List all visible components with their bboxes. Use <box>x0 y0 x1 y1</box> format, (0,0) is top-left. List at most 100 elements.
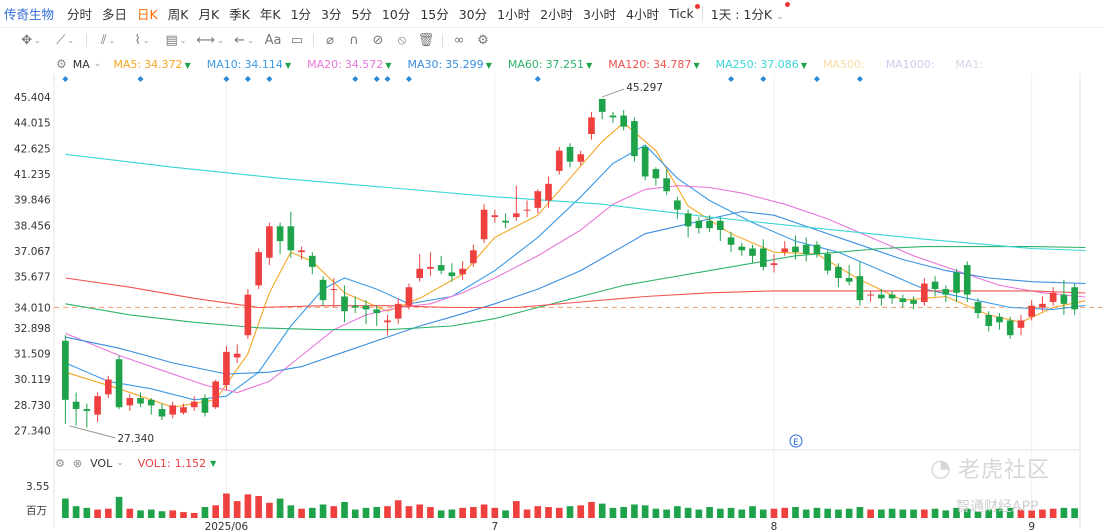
earnings-event-icon[interactable] <box>789 434 803 448</box>
candle-body[interactable] <box>244 294 252 336</box>
volume-bar[interactable] <box>233 501 241 518</box>
volume-bar[interactable] <box>384 506 391 518</box>
volume-bar[interactable] <box>931 508 939 518</box>
volume-bar[interactable] <box>706 507 713 518</box>
volume-bar[interactable] <box>341 501 348 518</box>
candle-body[interactable] <box>845 278 853 282</box>
candle-body[interactable] <box>308 255 316 267</box>
volume-bar[interactable] <box>620 507 628 518</box>
volume-bar[interactable] <box>555 507 563 518</box>
candle-body[interactable] <box>802 244 810 254</box>
volume-bar[interactable] <box>512 501 520 518</box>
lock-icon[interactable]: ⊘ <box>366 30 390 50</box>
candle-body[interactable] <box>137 398 144 404</box>
candle-body[interactable] <box>287 226 295 251</box>
volume-bar[interactable] <box>83 507 91 518</box>
candle-body[interactable] <box>1060 294 1068 304</box>
volume-bar[interactable] <box>298 508 305 518</box>
volume-bar[interactable] <box>770 508 778 518</box>
volume-bar[interactable] <box>534 506 542 518</box>
volume-bar[interactable] <box>394 500 402 518</box>
volume-bar[interactable] <box>201 507 209 518</box>
candle-body[interactable] <box>523 209 531 211</box>
link-icon[interactable]: ∞ <box>447 30 471 50</box>
volume-bar[interactable] <box>974 511 982 518</box>
candle-body[interactable] <box>126 398 134 406</box>
candle-body[interactable] <box>459 268 466 275</box>
volume-bar[interactable] <box>502 510 509 518</box>
period-tab[interactable]: 30分 <box>458 7 488 22</box>
volume-bar[interactable] <box>835 509 842 518</box>
period-tab[interactable]: 季K <box>229 7 250 22</box>
stock-name-link[interactable]: 传奇生物 <box>4 7 55 22</box>
candle-body[interactable] <box>792 246 799 253</box>
volume-bar[interactable] <box>738 509 746 518</box>
candle-body[interactable] <box>147 399 155 406</box>
channel-draw-icon[interactable]: ⫽ ⌄ <box>91 30 125 50</box>
period-tab[interactable]: 3小时 <box>583 7 616 22</box>
volume-bar[interactable] <box>910 509 917 518</box>
volume-bar[interactable] <box>147 509 155 518</box>
volume-bar[interactable] <box>427 507 434 518</box>
event-marker-icon[interactable] <box>266 76 273 82</box>
arrow-draw-icon[interactable]: ← ⌄ <box>227 30 261 50</box>
volume-bar[interactable] <box>158 511 166 518</box>
candle-body[interactable] <box>115 359 123 408</box>
volume-bar[interactable] <box>491 507 499 518</box>
candle-body[interactable] <box>276 226 284 242</box>
volume-bar[interactable] <box>480 504 488 518</box>
volume-bar[interactable] <box>115 496 123 518</box>
volume-bar[interactable] <box>448 509 456 518</box>
candle-body[interactable] <box>716 220 724 230</box>
volume-bar[interactable] <box>577 505 585 518</box>
candle-body[interactable] <box>1028 305 1036 317</box>
volume-bar[interactable] <box>169 510 177 518</box>
candle-body[interactable] <box>910 300 917 304</box>
volume-bar[interactable] <box>1049 508 1057 518</box>
candle-body[interactable] <box>1039 303 1046 308</box>
candle-body[interactable] <box>512 213 520 218</box>
candle-body[interactable] <box>351 305 359 308</box>
volume-bar[interactable] <box>899 509 907 518</box>
volume-bar[interactable] <box>287 505 295 518</box>
event-marker-icon[interactable] <box>728 76 735 82</box>
volume-bar[interactable] <box>716 508 724 518</box>
volume-bar[interactable] <box>1071 508 1078 518</box>
candle-body[interactable] <box>867 294 874 296</box>
volume-bar[interactable] <box>609 507 617 518</box>
event-marker-icon[interactable] <box>384 76 391 82</box>
ma-line-value[interactable]: MA1000: <box>886 58 940 71</box>
period-tab[interactable]: 15分 <box>420 7 449 22</box>
volume-bar[interactable] <box>759 509 767 518</box>
volume-bar[interactable] <box>1017 509 1025 518</box>
candle-body[interactable] <box>813 244 821 254</box>
candle-body[interactable] <box>899 298 907 302</box>
candle-body[interactable] <box>749 248 756 256</box>
candle-body[interactable] <box>319 279 327 301</box>
volume-bar[interactable] <box>470 507 477 518</box>
line-draw-icon[interactable]: ⟋ ⌄ <box>48 30 82 50</box>
candle-body[interactable] <box>223 351 230 386</box>
candle-body[interactable] <box>491 215 499 218</box>
ma-line-value[interactable]: MA20: 34.572 ▼ <box>307 58 391 71</box>
candle-body[interactable] <box>255 252 262 286</box>
period-tab[interactable]: 月K <box>198 7 220 22</box>
volume-bar[interactable] <box>888 508 896 518</box>
volume-bar[interactable] <box>62 498 69 518</box>
candle-body[interactable] <box>1049 292 1057 302</box>
candle-body[interactable] <box>384 320 391 323</box>
period-tab[interactable]: 分时 <box>67 7 93 22</box>
volume-bar[interactable] <box>652 508 660 518</box>
volume-bar[interactable] <box>319 504 327 518</box>
candle-body[interactable] <box>394 303 402 319</box>
candle-body[interactable] <box>663 178 670 192</box>
ma-indicator-label[interactable]: MA <box>72 57 90 71</box>
volume-bar[interactable] <box>856 507 864 518</box>
event-marker-icon[interactable] <box>223 76 230 82</box>
event-marker-icon[interactable] <box>62 76 69 82</box>
candle-body[interactable] <box>470 250 477 264</box>
candle-body[interactable] <box>534 191 542 208</box>
text-tool-icon[interactable]: Aa <box>261 30 285 50</box>
event-marker-icon[interactable] <box>405 76 412 82</box>
volume-bar[interactable] <box>792 507 799 518</box>
